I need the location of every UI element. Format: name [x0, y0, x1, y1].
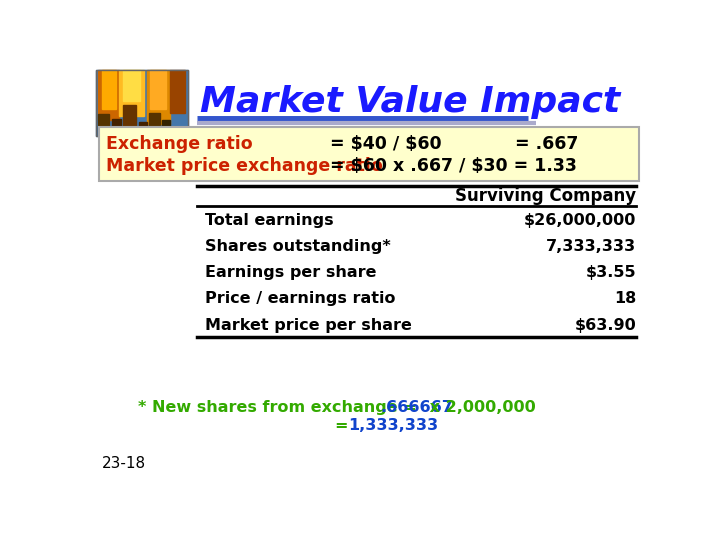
Text: Earnings per share: Earnings per share — [204, 265, 376, 280]
Text: 23-18: 23-18 — [102, 456, 145, 471]
Bar — [139, 122, 147, 136]
Bar — [150, 70, 166, 109]
Text: \$26,000,000: \$26,000,000 — [524, 213, 636, 228]
Bar — [149, 112, 160, 136]
Text: Shares outstanding*: Shares outstanding* — [204, 239, 390, 254]
Text: .666667: .666667 — [381, 400, 454, 415]
Bar — [147, 70, 170, 124]
Text: 18: 18 — [614, 292, 636, 306]
Text: \$63.90: \$63.90 — [575, 318, 636, 333]
Text: x 2,000,000: x 2,000,000 — [424, 400, 536, 415]
Bar — [123, 105, 136, 136]
Bar — [123, 70, 140, 101]
Text: = \$60 x .667 / \$30 = 1.33: = \$60 x .667 / \$30 = 1.33 — [330, 158, 577, 176]
Text: * New shares from exchange =: * New shares from exchange = — [138, 400, 423, 415]
Text: \$3.55: \$3.55 — [586, 265, 636, 280]
Text: 7,333,333: 7,333,333 — [546, 239, 636, 254]
Bar — [98, 114, 109, 136]
Text: = \$40 / \$60: = \$40 / \$60 — [330, 135, 442, 153]
Text: Market price per share: Market price per share — [204, 318, 412, 333]
Bar — [170, 70, 185, 112]
Text: =: = — [335, 417, 354, 433]
Bar — [162, 120, 170, 136]
Text: Market price exchange ratio: Market price exchange ratio — [106, 158, 382, 176]
Text: Total earnings: Total earnings — [204, 213, 333, 228]
Bar — [98, 70, 120, 120]
Text: Price / earnings ratio: Price / earnings ratio — [204, 292, 395, 306]
Bar — [120, 70, 144, 117]
Text: Exchange ratio: Exchange ratio — [106, 135, 252, 153]
Bar — [96, 70, 188, 136]
Bar — [102, 70, 117, 109]
Text: = .667: = .667 — [515, 135, 578, 153]
Bar — [112, 119, 121, 136]
Text: 1,333,333: 1,333,333 — [348, 417, 438, 433]
Text: Surviving Company: Surviving Company — [455, 187, 636, 206]
FancyBboxPatch shape — [99, 127, 639, 181]
Text: Market Value Impact: Market Value Impact — [200, 85, 621, 119]
Bar — [96, 70, 188, 136]
